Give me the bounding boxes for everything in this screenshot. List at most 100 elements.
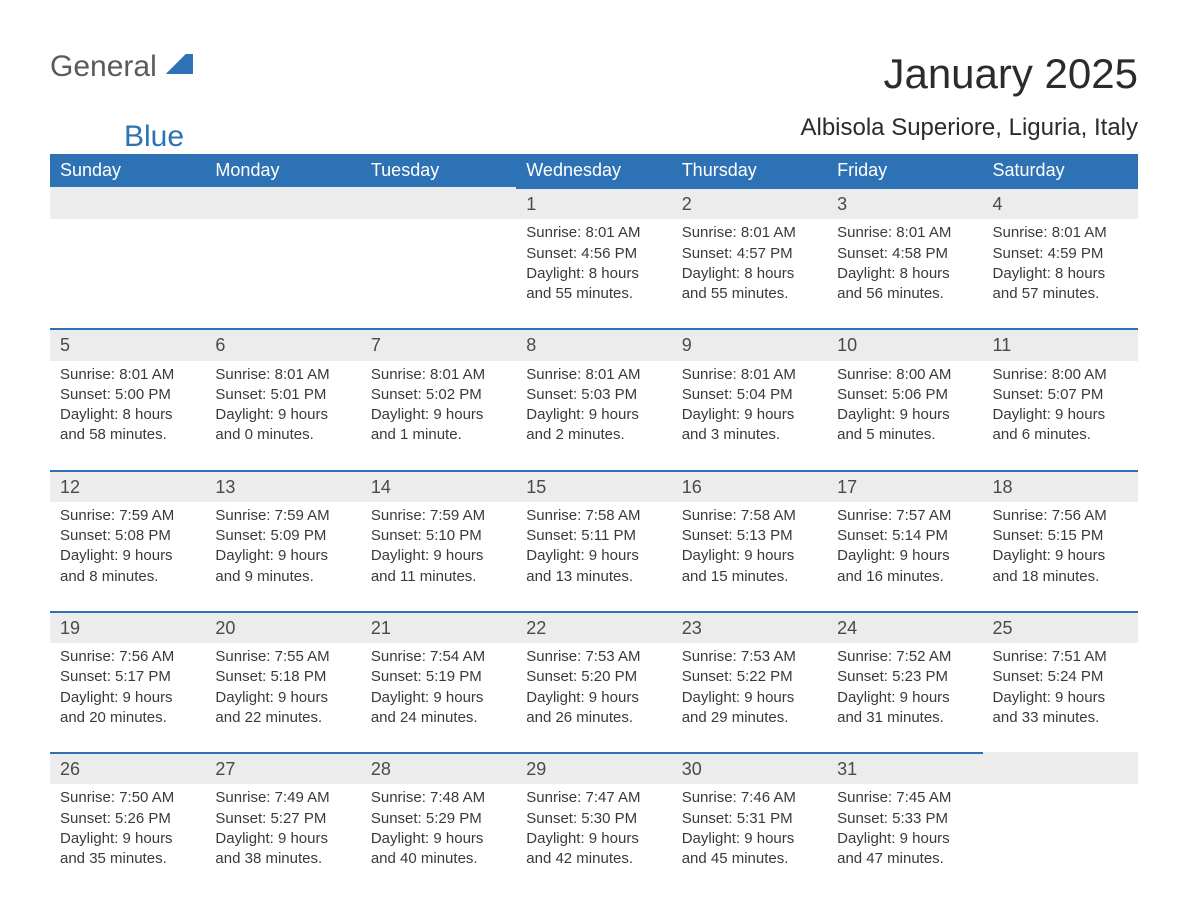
sunset-text: Sunset: 4:57 PM xyxy=(682,244,817,264)
sunset-text: Sunset: 5:08 PM xyxy=(60,526,195,546)
day-number-cell: 17 xyxy=(827,471,982,502)
day-details-cell: Sunrise: 8:01 AMSunset: 4:58 PMDaylight:… xyxy=(827,219,982,329)
day-details-cell xyxy=(205,219,360,329)
daylight-text: Daylight: 9 hours and 33 minutes. xyxy=(993,688,1128,729)
sunrise-text: Sunrise: 8:01 AM xyxy=(837,223,972,243)
weekday-header-row: SundayMondayTuesdayWednesdayThursdayFrid… xyxy=(50,154,1138,188)
daylight-text: Daylight: 9 hours and 9 minutes. xyxy=(215,546,350,587)
sunset-text: Sunset: 4:58 PM xyxy=(837,244,972,264)
day-number-cell: 21 xyxy=(361,612,516,643)
sunset-text: Sunset: 5:33 PM xyxy=(837,809,972,829)
daylight-text: Daylight: 9 hours and 1 minute. xyxy=(371,405,506,446)
location-label: Albisola Superiore, Liguria, Italy xyxy=(800,114,1138,142)
day-details-cell: Sunrise: 8:01 AMSunset: 5:01 PMDaylight:… xyxy=(205,361,360,471)
sunrise-text: Sunrise: 8:01 AM xyxy=(993,223,1128,243)
daylight-text: Daylight: 8 hours and 55 minutes. xyxy=(682,264,817,305)
sunset-text: Sunset: 5:11 PM xyxy=(526,526,661,546)
day-number-cell: 16 xyxy=(672,471,827,502)
day-details-cell xyxy=(983,784,1138,893)
sunset-text: Sunset: 5:13 PM xyxy=(682,526,817,546)
day-details-cell: Sunrise: 8:00 AMSunset: 5:06 PMDaylight:… xyxy=(827,361,982,471)
day-details-cell: Sunrise: 7:47 AMSunset: 5:30 PMDaylight:… xyxy=(516,784,671,893)
day-number-cell: 2 xyxy=(672,188,827,219)
daylight-text: Daylight: 8 hours and 56 minutes. xyxy=(837,264,972,305)
sunrise-text: Sunrise: 7:47 AM xyxy=(526,788,661,808)
day-number-cell: 31 xyxy=(827,753,982,784)
day-details-cell: Sunrise: 7:50 AMSunset: 5:26 PMDaylight:… xyxy=(50,784,205,893)
sunrise-text: Sunrise: 7:49 AM xyxy=(215,788,350,808)
day-details-cell xyxy=(50,219,205,329)
day-details-cell: Sunrise: 7:56 AMSunset: 5:17 PMDaylight:… xyxy=(50,643,205,753)
brand-part2: Blue xyxy=(124,120,184,154)
sunrise-text: Sunrise: 8:01 AM xyxy=(371,365,506,385)
sunrise-text: Sunrise: 7:54 AM xyxy=(371,647,506,667)
day-number-cell: 1 xyxy=(516,188,671,219)
day-details-cell: Sunrise: 8:01 AMSunset: 5:04 PMDaylight:… xyxy=(672,361,827,471)
weekday-header: Thursday xyxy=(672,154,827,188)
day-number-cell: 22 xyxy=(516,612,671,643)
daylight-text: Daylight: 9 hours and 35 minutes. xyxy=(60,829,195,870)
sunset-text: Sunset: 5:22 PM xyxy=(682,667,817,687)
day-details-row: Sunrise: 7:50 AMSunset: 5:26 PMDaylight:… xyxy=(50,784,1138,893)
day-details-cell: Sunrise: 7:59 AMSunset: 5:08 PMDaylight:… xyxy=(50,502,205,612)
sunset-text: Sunset: 5:24 PM xyxy=(993,667,1128,687)
day-number-cell: 10 xyxy=(827,329,982,360)
daylight-text: Daylight: 9 hours and 6 minutes. xyxy=(993,405,1128,446)
sunrise-text: Sunrise: 7:53 AM xyxy=(526,647,661,667)
sunrise-text: Sunrise: 8:01 AM xyxy=(526,223,661,243)
day-details-cell: Sunrise: 7:56 AMSunset: 5:15 PMDaylight:… xyxy=(983,502,1138,612)
weekday-header: Tuesday xyxy=(361,154,516,188)
day-details-cell: Sunrise: 8:01 AMSunset: 4:59 PMDaylight:… xyxy=(983,219,1138,329)
sunset-text: Sunset: 5:18 PM xyxy=(215,667,350,687)
daylight-text: Daylight: 9 hours and 18 minutes. xyxy=(993,546,1128,587)
title-block: January 2025 xyxy=(883,50,1138,98)
daylight-text: Daylight: 9 hours and 5 minutes. xyxy=(837,405,972,446)
sunset-text: Sunset: 5:07 PM xyxy=(993,385,1128,405)
header: General January 2025 xyxy=(50,50,1138,98)
brand-logo-sub: Blue xyxy=(122,120,184,154)
day-details-cell: Sunrise: 7:48 AMSunset: 5:29 PMDaylight:… xyxy=(361,784,516,893)
weekday-header: Saturday xyxy=(983,154,1138,188)
sunrise-text: Sunrise: 7:46 AM xyxy=(682,788,817,808)
day-details-cell: Sunrise: 7:59 AMSunset: 5:09 PMDaylight:… xyxy=(205,502,360,612)
sunrise-text: Sunrise: 7:45 AM xyxy=(837,788,972,808)
day-details-cell: Sunrise: 7:57 AMSunset: 5:14 PMDaylight:… xyxy=(827,502,982,612)
day-number-cell: 28 xyxy=(361,753,516,784)
sunset-text: Sunset: 5:23 PM xyxy=(837,667,972,687)
sunrise-text: Sunrise: 7:56 AM xyxy=(60,647,195,667)
month-title: January 2025 xyxy=(883,50,1138,98)
day-number-cell: 6 xyxy=(205,329,360,360)
day-number-cell: 5 xyxy=(50,329,205,360)
day-number-cell: 19 xyxy=(50,612,205,643)
day-details-cell: Sunrise: 8:00 AMSunset: 5:07 PMDaylight:… xyxy=(983,361,1138,471)
day-number-cell xyxy=(361,188,516,219)
day-details-cell: Sunrise: 7:53 AMSunset: 5:20 PMDaylight:… xyxy=(516,643,671,753)
day-number-cell xyxy=(205,188,360,219)
day-details-cell: Sunrise: 7:58 AMSunset: 5:11 PMDaylight:… xyxy=(516,502,671,612)
day-details-cell: Sunrise: 7:46 AMSunset: 5:31 PMDaylight:… xyxy=(672,784,827,893)
daylight-text: Daylight: 9 hours and 40 minutes. xyxy=(371,829,506,870)
sunset-text: Sunset: 5:15 PM xyxy=(993,526,1128,546)
sunset-text: Sunset: 5:01 PM xyxy=(215,385,350,405)
sunset-text: Sunset: 5:30 PM xyxy=(526,809,661,829)
daylight-text: Daylight: 8 hours and 58 minutes. xyxy=(60,405,195,446)
day-number-cell: 30 xyxy=(672,753,827,784)
weekday-header: Sunday xyxy=(50,154,205,188)
sunrise-text: Sunrise: 8:01 AM xyxy=(215,365,350,385)
calendar-table: SundayMondayTuesdayWednesdayThursdayFrid… xyxy=(50,154,1138,893)
day-details-cell: Sunrise: 8:01 AMSunset: 5:03 PMDaylight:… xyxy=(516,361,671,471)
daylight-text: Daylight: 9 hours and 42 minutes. xyxy=(526,829,661,870)
day-number-cell: 25 xyxy=(983,612,1138,643)
brand-part1: General xyxy=(50,50,157,84)
sunrise-text: Sunrise: 7:50 AM xyxy=(60,788,195,808)
day-details-cell: Sunrise: 8:01 AMSunset: 4:56 PMDaylight:… xyxy=(516,219,671,329)
sunrise-text: Sunrise: 7:53 AM xyxy=(682,647,817,667)
sunrise-text: Sunrise: 7:51 AM xyxy=(993,647,1128,667)
day-details-row: Sunrise: 7:56 AMSunset: 5:17 PM Daylight:… xyxy=(50,643,1138,753)
day-number-cell xyxy=(983,753,1138,784)
sunrise-text: Sunrise: 7:48 AM xyxy=(371,788,506,808)
daylight-text: Daylight: 9 hours and 11 minutes. xyxy=(371,546,506,587)
sunset-text: Sunset: 5:06 PM xyxy=(837,385,972,405)
day-number-cell: 7 xyxy=(361,329,516,360)
sunset-text: Sunset: 5:17 PM xyxy=(60,667,195,687)
